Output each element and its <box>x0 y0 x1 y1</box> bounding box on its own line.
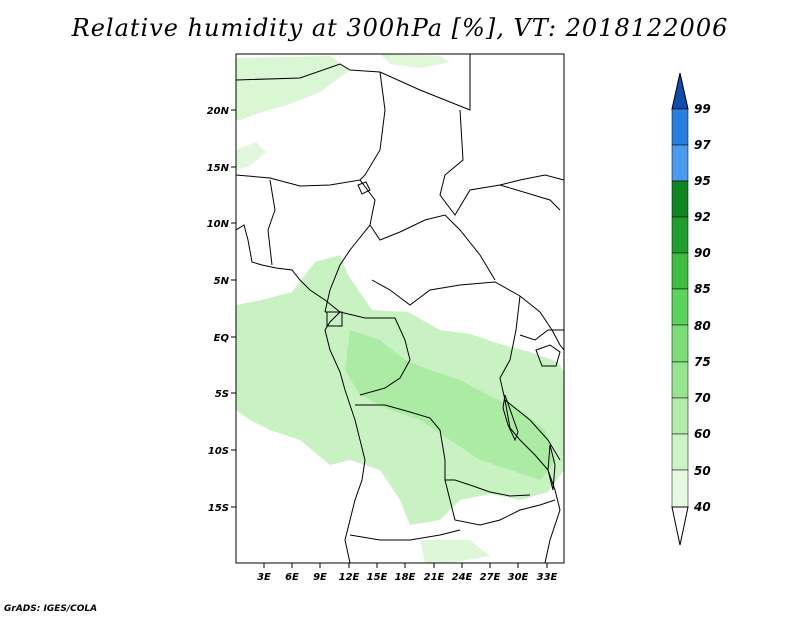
colorbar-label: 92 <box>694 210 711 224</box>
colorbar-segment <box>671 144 689 182</box>
lon-tick-label: 30E <box>508 572 529 583</box>
colorbar-segment <box>671 108 689 146</box>
border-nigeria <box>236 174 376 313</box>
colorbar-label: 99 <box>694 102 711 116</box>
gabon-box <box>326 311 343 327</box>
colorbar-segment <box>671 361 689 399</box>
lake-tanganyika <box>502 394 519 442</box>
lon-tick-label: 15E <box>367 572 388 583</box>
lon-tick-label: 27E <box>480 572 501 583</box>
colorbar-segment <box>671 397 689 435</box>
lon-tick-label: 9E <box>313 572 327 583</box>
chart-title: Relative humidity at 300hPa [%], VT: 201… <box>71 14 729 42</box>
humidity-area-northeast <box>380 54 450 68</box>
lake-malawi <box>547 444 556 491</box>
border-angola <box>355 404 531 497</box>
colorbar-bottom-arrow <box>671 506 689 546</box>
border-ethiopia <box>499 174 564 186</box>
colorbar-segment <box>671 324 689 363</box>
humidity-field <box>236 54 564 563</box>
colorbar-label: 75 <box>694 355 711 369</box>
lon-tick-label: 24E <box>452 572 473 583</box>
lat-tick-label: 5S <box>215 389 229 400</box>
colorbar-top-arrow <box>671 72 689 110</box>
country-borders <box>236 54 564 563</box>
coastline-west <box>236 224 366 563</box>
colorbar-label: 95 <box>694 174 711 188</box>
colorbar-segment <box>671 469 689 508</box>
colorbar-segment <box>671 288 689 326</box>
lat-tick-label: 15N <box>207 163 230 174</box>
border-zambia <box>444 479 556 526</box>
colorbar-label: 40 <box>693 500 711 514</box>
lat-tick-label: 20N <box>207 106 230 117</box>
map-frame <box>235 53 565 564</box>
colorbar-label: 70 <box>694 391 711 405</box>
lon-tick-label: 12E <box>339 572 360 583</box>
colorbar-label: 80 <box>694 319 711 333</box>
border-niger-nigeria <box>267 179 276 266</box>
colorbar-segment <box>671 180 689 218</box>
colorbar-label: 60 <box>694 427 711 441</box>
border-angola-south <box>349 529 461 541</box>
colorbar-label: 97 <box>694 138 711 152</box>
border-tanzania <box>504 399 561 461</box>
lat-tick-label: 15S <box>208 503 229 514</box>
border-libya-chad <box>359 71 386 181</box>
lon-tick-label: 6E <box>285 572 299 583</box>
border-chad-car <box>369 214 496 281</box>
border-uganda <box>519 329 564 341</box>
border-congo <box>325 311 411 396</box>
colorbar-segment <box>671 216 689 254</box>
colorbar-segment <box>671 433 689 471</box>
colorbar-label: 85 <box>694 282 711 296</box>
humidity-area-west <box>236 142 266 170</box>
lat-tick-label: EQ <box>214 333 230 344</box>
lon-axis: 3E 6E 9E 12E 15E 18E 21E 24E 27E 30E 33E <box>257 563 558 583</box>
colorbar-label: 90 <box>694 246 711 260</box>
border-car-drc <box>371 279 541 313</box>
colorbar-segment <box>671 252 689 290</box>
border-sahara <box>236 54 471 111</box>
lat-tick-label: 10S <box>208 446 229 457</box>
lon-tick-label: 33E <box>537 572 558 583</box>
lat-axis: 20N 15N 10N 5N EQ 5S 10S 15S <box>207 106 236 514</box>
border-sudan <box>439 109 561 216</box>
colorbar-label: 50 <box>694 464 711 478</box>
lon-tick-label: 3E <box>257 572 271 583</box>
humidity-area-south <box>420 540 490 563</box>
humidity-area-core <box>345 330 556 480</box>
lake-chad <box>357 181 371 195</box>
lon-tick-label: 21E <box>424 572 445 583</box>
humidity-area-north <box>236 56 350 120</box>
border-mozambique <box>544 469 561 563</box>
lon-tick-label: 18E <box>395 572 416 583</box>
colorbar: 99 97 95 92 90 85 80 75 70 60 50 40 <box>671 72 711 546</box>
grads-credit: GrADS: IGES/COLA <box>4 604 98 614</box>
lat-tick-label: 10N <box>207 219 230 230</box>
lat-tick-label: 5N <box>214 276 230 287</box>
border-east-lakes <box>539 311 564 351</box>
lake-victoria <box>535 344 561 367</box>
